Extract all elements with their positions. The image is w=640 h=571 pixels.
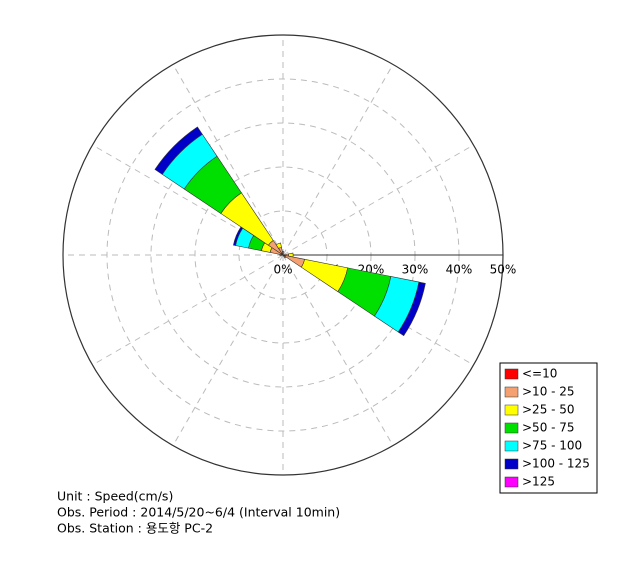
legend-swatch	[504, 422, 519, 434]
legend-label: >25 - 50	[522, 403, 575, 417]
legend-swatch	[504, 458, 519, 470]
spoke	[172, 254, 284, 446]
petal-segment	[397, 281, 426, 337]
legend-swatch	[504, 476, 519, 488]
legend-label: <=10	[522, 367, 557, 381]
legend-label: >75 - 100	[522, 439, 582, 453]
spoke	[282, 144, 474, 256]
petal-segment	[283, 255, 287, 259]
r-tick-label: 40%	[446, 263, 473, 277]
note: Obs. Station : 용도항 PC-2	[57, 521, 213, 536]
legend-label: >125	[522, 475, 555, 489]
legend-label: >100 - 125	[522, 457, 590, 471]
note: Obs. Period : 2014/5/20~6/4 (Interval 10…	[57, 505, 340, 520]
spoke	[282, 64, 394, 256]
legend-swatch	[504, 386, 519, 398]
legend: <=10 >10 - 25 >25 - 50 >50 - 75 >75 - 100 >10…	[504, 367, 590, 489]
spoke	[282, 254, 394, 446]
petal-segment	[275, 242, 282, 249]
r-tick-label: 30%	[402, 263, 429, 277]
legend-label: >10 - 25	[522, 385, 575, 399]
legend-swatch	[504, 404, 519, 416]
spoke	[172, 64, 284, 256]
r-tick-label: 0%	[273, 263, 292, 277]
legend-label: >50 - 75	[522, 421, 575, 435]
petals	[154, 126, 426, 337]
spoke	[92, 254, 284, 366]
legend-swatch	[504, 440, 519, 452]
legend-swatch	[504, 368, 519, 380]
note: Unit : Speed(cm/s)	[57, 489, 173, 504]
r-tick-label: 50%	[490, 263, 517, 277]
